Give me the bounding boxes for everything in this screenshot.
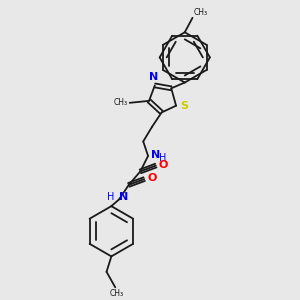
Text: N: N xyxy=(151,150,160,160)
Text: CH₃: CH₃ xyxy=(109,289,123,298)
Text: S: S xyxy=(180,101,188,111)
Text: N: N xyxy=(119,193,128,202)
Text: H: H xyxy=(107,193,114,202)
Text: O: O xyxy=(147,173,157,183)
Text: CH₃: CH₃ xyxy=(114,98,128,107)
Text: N: N xyxy=(149,72,158,82)
Text: CH₃: CH₃ xyxy=(194,8,208,17)
Text: O: O xyxy=(159,160,168,170)
Text: H: H xyxy=(159,153,166,163)
